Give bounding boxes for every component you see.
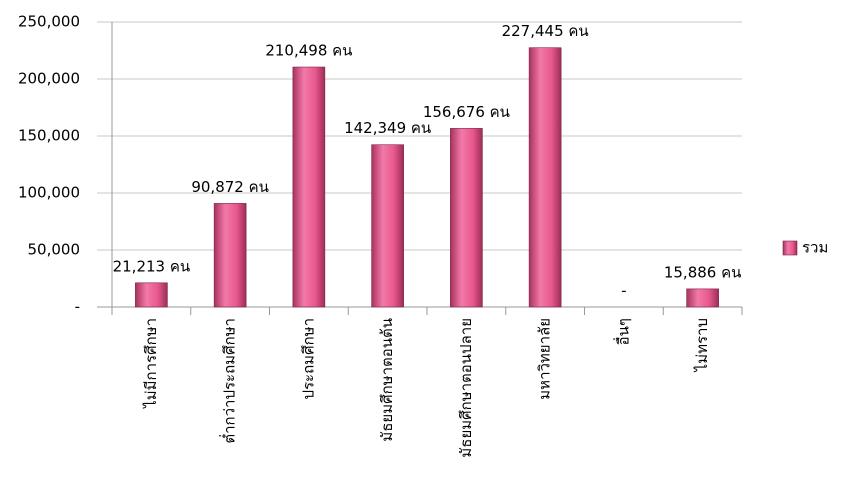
value-label: 142,349 คน: [344, 119, 431, 137]
bar: [213, 203, 247, 308]
y-tick-label: 50,000: [28, 241, 81, 259]
value-label: 210,498 คน: [265, 42, 352, 60]
y-tick-label: 100,000: [18, 184, 80, 202]
x-tick-label: มหาวิทยาลัย: [536, 318, 554, 400]
y-tick-label: 200,000: [18, 70, 80, 88]
legend-swatch: [782, 240, 798, 256]
bar: [528, 47, 562, 308]
y-tick-label: 150,000: [18, 127, 80, 145]
value-label: 15,886 คน: [664, 263, 742, 281]
value-label: 156,676 คน: [423, 103, 510, 121]
x-tick-label: ประถมศึกษา: [299, 318, 317, 400]
bar: [450, 128, 483, 308]
value-label: 21,213 คน: [113, 257, 191, 275]
value-label: -: [621, 282, 626, 300]
x-tick-label: มัธยมศึกษาตอนต้น: [378, 318, 396, 442]
bar: [292, 66, 326, 308]
x-tick-label: อื่นๆ: [612, 318, 632, 345]
value-label: 90,872 คน: [191, 178, 269, 196]
y-tick-label: -: [75, 298, 80, 316]
x-tick-label: ต่ำกว่าประถมศึกษา: [219, 318, 239, 444]
bar: [371, 144, 404, 308]
x-tick-label: ไม่มีการศึกษา: [142, 318, 160, 409]
bar: [686, 288, 719, 308]
legend-label: รวม: [802, 239, 828, 257]
value-label: 227,445 คน: [502, 22, 589, 40]
bar: [135, 282, 168, 308]
x-tick-label: ไม่ทราบ: [693, 318, 711, 372]
x-tick-label: มัธยมศึกษาตอนปลาย: [457, 318, 475, 458]
y-tick-label: 250,000: [18, 13, 80, 31]
